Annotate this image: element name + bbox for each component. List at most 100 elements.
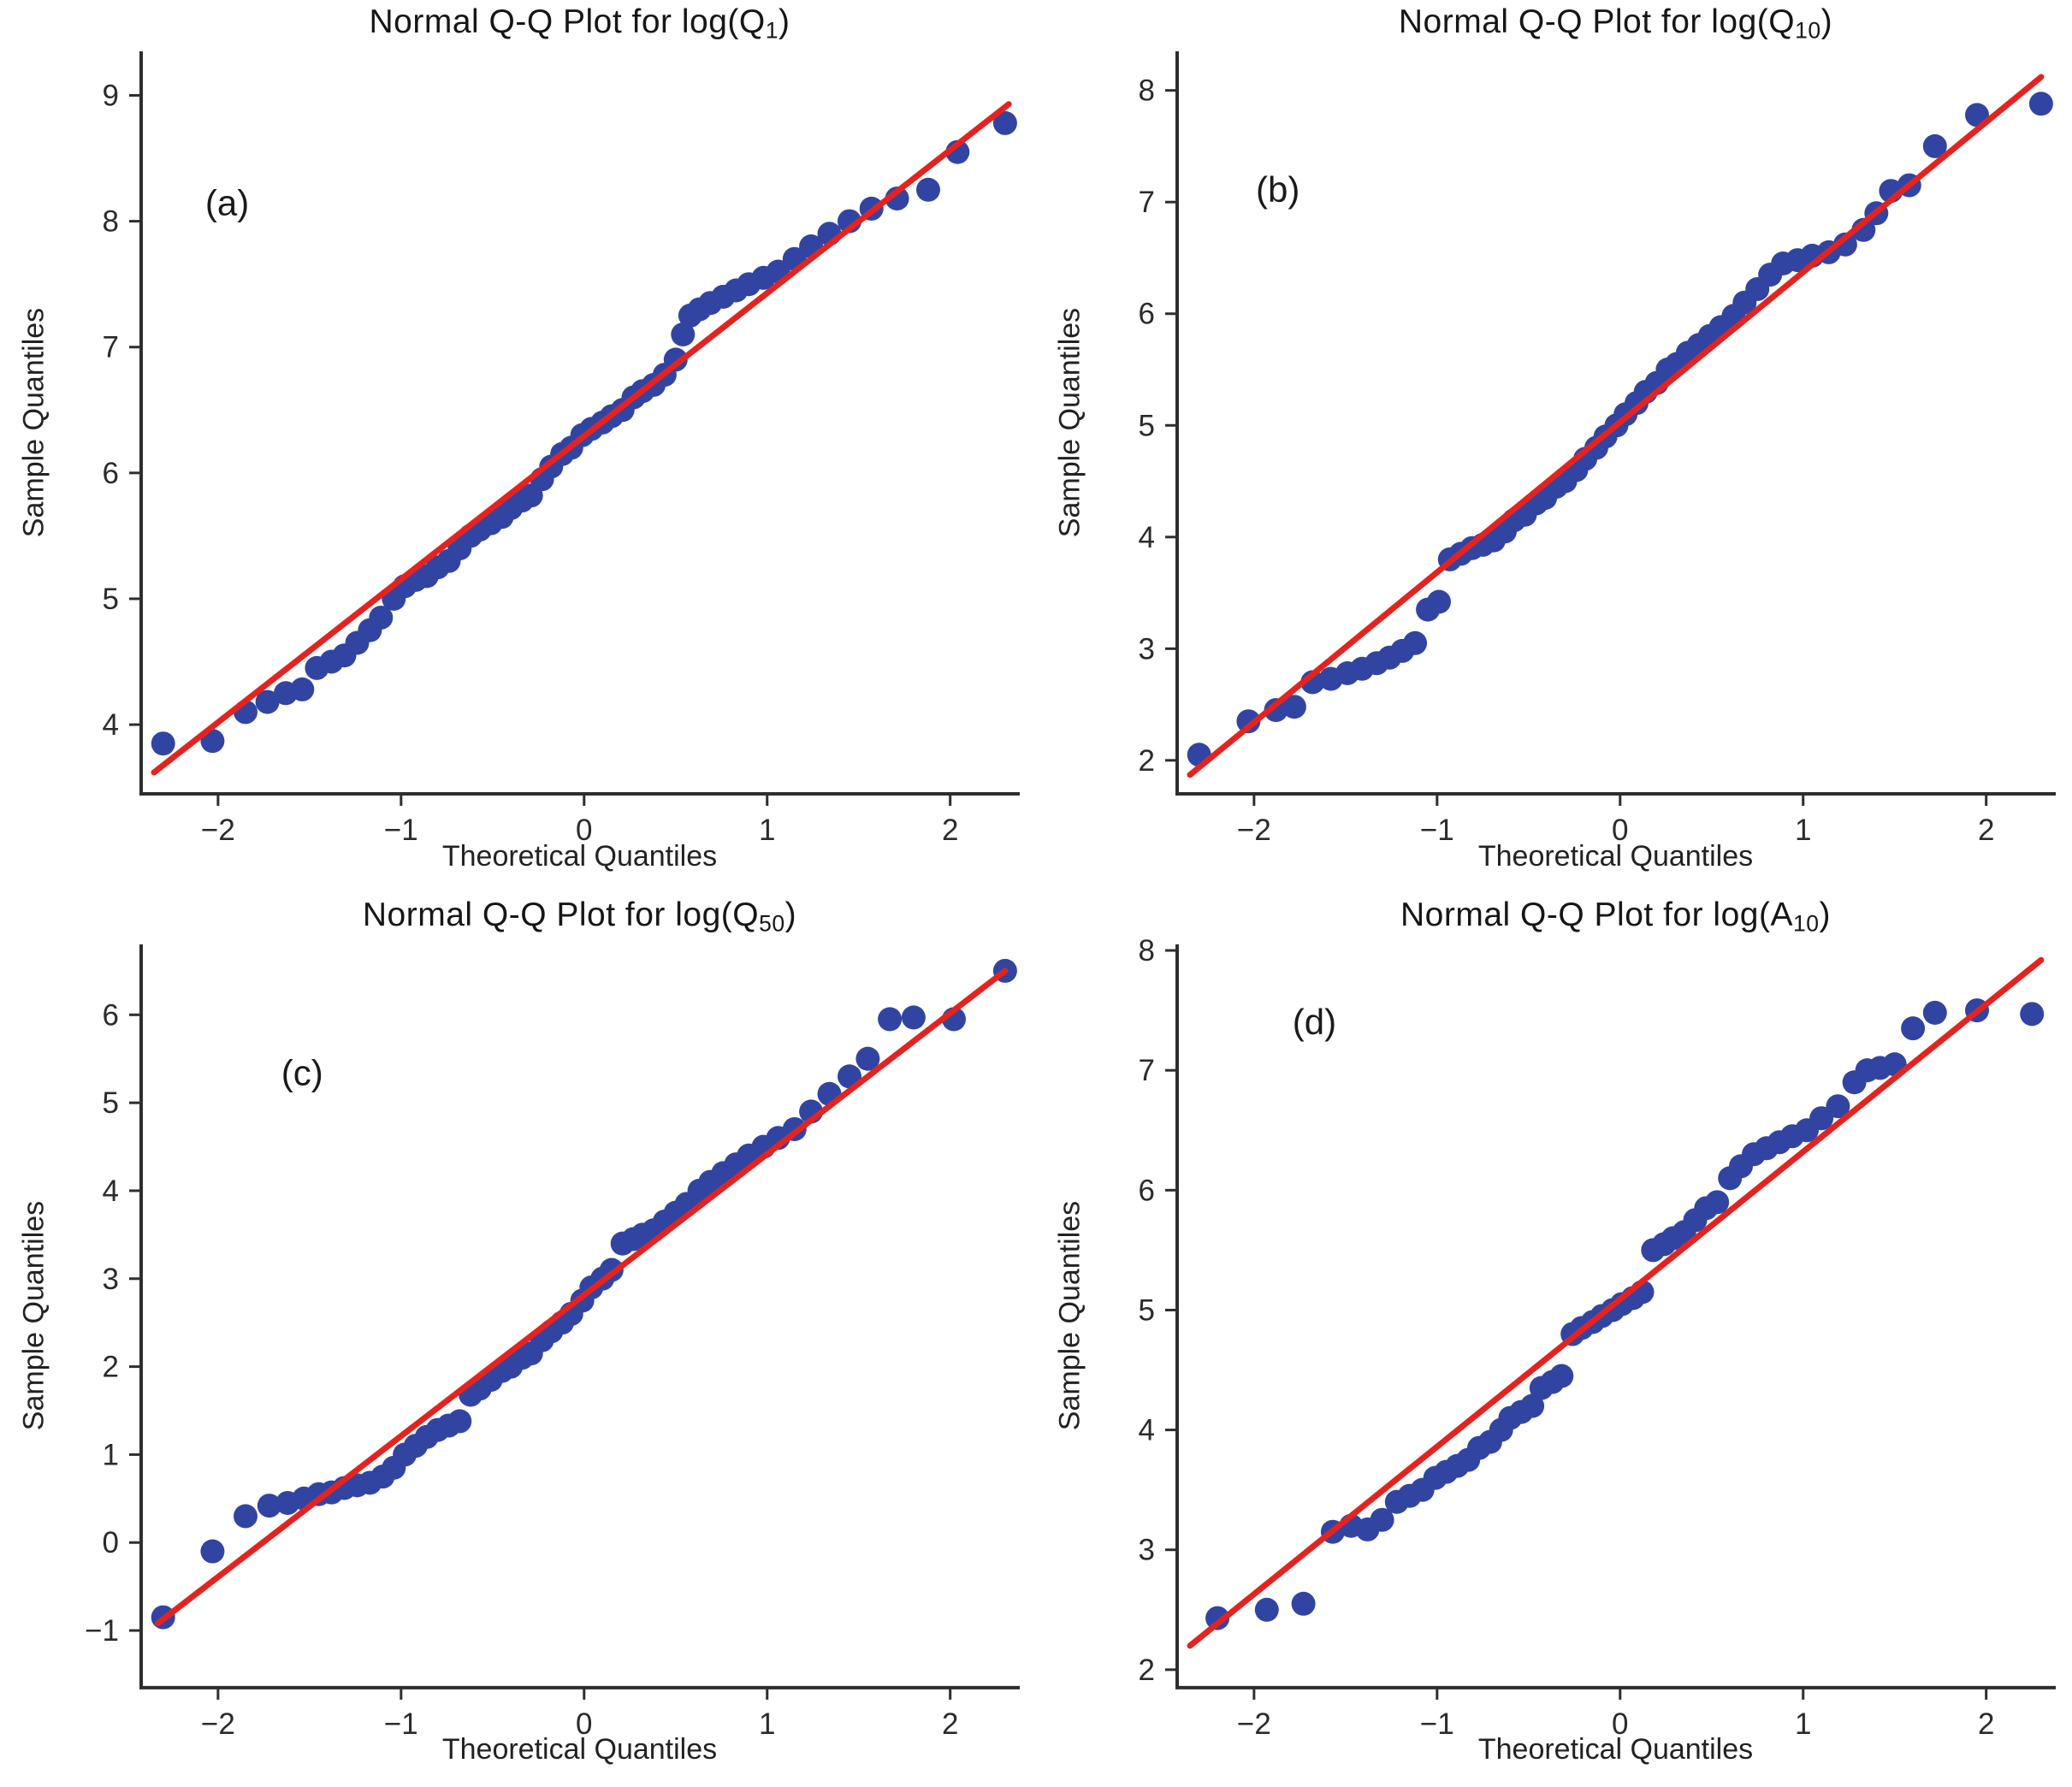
x-axis-label-a: Theoretical Quantiles [441,840,718,873]
svg-text:2: 2 [942,814,958,847]
svg-text:4: 4 [1139,521,1155,554]
svg-text:4: 4 [1139,1414,1155,1447]
qq-plot-canvas-d: −2 −1 0 1 2 2 3 4 5 6 7 8 (d) [1139,934,2056,1741]
svg-text:−1: −1 [384,814,418,847]
svg-text:8: 8 [1139,74,1155,108]
svg-text:5: 5 [103,1086,119,1120]
chart-title-close: ) [784,896,797,933]
svg-text:2: 2 [1139,1654,1155,1687]
panel-label: (d) [1293,1002,1336,1042]
svg-text:0: 0 [1612,1707,1628,1741]
svg-text:6: 6 [103,998,119,1032]
svg-text:6: 6 [1139,298,1155,331]
svg-text:0: 0 [103,1526,119,1559]
chart-title-subscript: 50 [759,910,785,937]
qq-reference-line [151,101,1012,776]
axis-spines [1175,51,2056,796]
svg-text:2: 2 [1978,1707,1994,1741]
svg-text:7: 7 [1139,186,1155,219]
y-axis-ticks: 4 5 6 7 8 9 [103,79,141,742]
axis-spines [139,51,1020,796]
svg-text:6: 6 [103,457,119,490]
x-axis-label-d: Theoretical Quantiles [1477,1733,1754,1766]
sample-quantile-points [151,110,1017,756]
y-axis-label-b: Sample Quantiles [1053,307,1086,538]
chart-title-text: Normal Q-Q Plot for log(A [1400,896,1793,933]
svg-text:−1: −1 [1420,1707,1454,1741]
svg-text:−2: −2 [201,1707,235,1741]
svg-text:7: 7 [1139,1054,1155,1087]
chart-title-c: Normal Q-Q Plot for log(Q50) [137,896,1022,937]
svg-text:0: 0 [1612,814,1628,847]
svg-text:−2: −2 [1237,814,1271,847]
svg-text:−1: −1 [85,1614,119,1648]
svg-text:9: 9 [103,79,119,112]
svg-text:8: 8 [103,205,119,239]
chart-title-a: Normal Q-Q Plot for log(Q1) [137,3,1022,44]
qq-plot-canvas-b: −2 −1 0 1 2 2 3 4 5 6 7 8 (b) [1139,51,2056,847]
panel-label: (c) [281,1053,323,1093]
svg-text:4: 4 [103,1175,119,1208]
chart-title-text: Normal Q-Q Plot for log(Q [362,896,760,933]
svg-text:2: 2 [103,1351,119,1384]
qq-reference-line [1187,74,2045,778]
chart-title-close: ) [1819,896,1831,933]
panel-label: (b) [1256,169,1299,210]
svg-text:3: 3 [1139,632,1155,666]
svg-text:2: 2 [942,1707,958,1741]
x-axis-ticks: −2 −1 0 1 2 [1237,794,1994,847]
y-axis-ticks: −1 0 1 2 3 4 5 6 [85,998,141,1648]
svg-text:5: 5 [1139,409,1155,442]
svg-text:8: 8 [1139,934,1155,967]
svg-text:2: 2 [1978,814,1994,847]
svg-text:1: 1 [1795,814,1811,847]
svg-text:−1: −1 [384,1707,418,1741]
chart-title-subscript: 1 [765,17,779,44]
svg-text:−2: −2 [201,814,235,847]
y-axis-label-d: Sample Quantiles [1053,1200,1086,1431]
chart-title-close: ) [778,3,790,40]
svg-text:1: 1 [759,1707,775,1741]
svg-text:5: 5 [103,583,119,616]
chart-title-subscript: 10 [1792,910,1820,937]
qq-plot-panel-a: −2 −1 0 1 2 4 5 6 7 8 9 (a) Normal Q-Q Plot for log… [0,0,1036,893]
sample-quantile-points [1187,92,2053,767]
svg-text:3: 3 [1139,1534,1155,1567]
x-axis-ticks: −2 −1 0 1 2 [201,1687,958,1741]
panel-label: (a) [205,182,249,222]
svg-text:0: 0 [576,1707,592,1741]
x-axis-label-b: Theoretical Quantiles [1477,840,1754,873]
chart-title-close: ) [1820,3,1833,40]
axis-spines [139,944,1020,1689]
chart-title-text: Normal Q-Q Plot for log(Q [369,3,766,40]
svg-text:7: 7 [103,331,119,364]
axis-spines [1175,944,2056,1689]
chart-title-b: Normal Q-Q Plot for log(Q10) [1173,3,2058,44]
x-axis-ticks: −2 −1 0 1 2 [1237,1687,1994,1741]
qq-plot-canvas-c: −2 −1 0 1 2 −1 0 1 2 3 4 5 6 (c) [85,944,1020,1741]
chart-title-subscript: 10 [1795,17,1821,44]
chart-title-text: Normal Q-Q Plot for log(Q [1398,3,1796,40]
qq-reference-line [154,967,1009,1627]
y-axis-label-c: Sample Quantiles [17,1200,50,1431]
chart-title-d: Normal Q-Q Plot for log(A10) [1173,896,2058,937]
svg-text:−1: −1 [1420,814,1454,847]
svg-text:3: 3 [103,1263,119,1296]
svg-text:0: 0 [576,814,592,847]
x-axis-ticks: −2 −1 0 1 2 [201,794,958,847]
x-axis-label-c: Theoretical Quantiles [441,1733,718,1766]
qq-plot-panel-c: −2 −1 0 1 2 −1 0 1 2 3 4 5 6 (c) Normal Q-Q Plot for … [0,893,1036,1787]
sample-quantile-points [1205,998,2045,1630]
svg-text:1: 1 [103,1438,119,1471]
svg-text:4: 4 [103,708,119,742]
svg-text:1: 1 [1795,1707,1811,1741]
y-axis-ticks: 2 3 4 5 6 7 8 [1139,934,1177,1687]
qq-reference-line [1187,956,2045,1649]
y-axis-label-a: Sample Quantiles [17,307,50,538]
svg-text:2: 2 [1139,744,1155,778]
svg-text:5: 5 [1139,1293,1155,1327]
qq-plot-panel-d: −2 −1 0 1 2 2 3 4 5 6 7 8 (d) Normal Q-Q Plot for lo… [1036,893,2072,1787]
svg-text:−2: −2 [1237,1707,1271,1741]
y-axis-ticks: 2 3 4 5 6 7 8 [1139,74,1177,778]
